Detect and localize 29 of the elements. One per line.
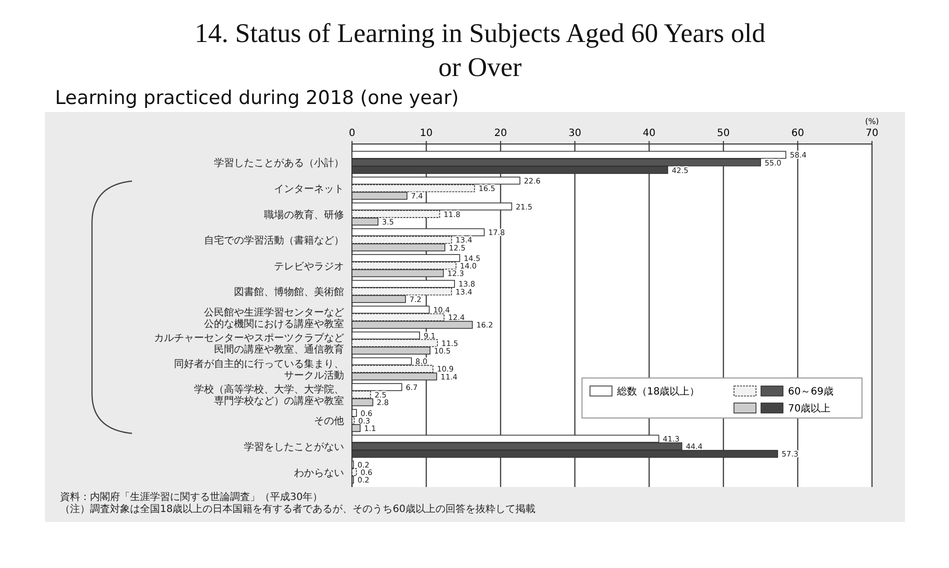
y-tick-label: わからない: [294, 468, 344, 479]
y-tick-label: 学校（高等学校、大学、大学院、専門学校など）の講座や教室: [194, 384, 344, 408]
y-tick-label: その他: [314, 415, 344, 428]
x-tick-label: 50: [717, 128, 730, 139]
y-tick-label: 同好者が自主的に行っている集まり、サークル活動: [174, 358, 344, 382]
x-tick-label: 40: [642, 128, 656, 139]
x-tick-label: 20: [494, 128, 507, 139]
x-tick-label: 70: [866, 128, 878, 139]
y-tick-label: インターネット: [274, 184, 344, 195]
x-tick-label: 30: [568, 128, 582, 139]
x-tick-label: 10: [420, 128, 433, 139]
x-tick-label: 0: [348, 128, 356, 139]
legend-label: 総数（18歳以上）: [616, 386, 700, 398]
y-tick-label: 公民館や生涯学習センターなど公的な機関における講座や教室: [204, 306, 344, 330]
legend-label: 70歳以上: [788, 402, 831, 414]
chart-subtitle: Learning practiced during 2018 (one year): [55, 87, 459, 109]
y-tick-label: カルチャーセンターやスポーツクラブなど民間の講座や教室、通信教育: [154, 332, 344, 356]
y-tick-label: 自宅での学習活動（書籍など）: [204, 234, 344, 247]
x-axis-title: (%): [865, 117, 879, 126]
y-tick-label: 職場の教育、研修: [264, 208, 344, 221]
y-tick-label: テレビやラジオ: [274, 261, 344, 272]
y-tick-label: 学習したことがある（小計）: [214, 157, 344, 170]
legend-label: 60～69歳: [788, 386, 834, 398]
text: 資料：内閣府「生涯学習に関する世論調査」（平成30年）: [60, 491, 323, 503]
y-tick-label: 図書館、博物館、美術館: [234, 286, 344, 298]
chart-title: 14. Status of Learning in Subjects Aged 60 Years old or Over: [194, 18, 766, 82]
text: （注）調査対象は全国18歳以上の日本国籍を有する者であるが、そのうち60歳以上の回答を抜粋して掲載: [60, 503, 536, 515]
y-tick-label: 学習をしたことがない: [244, 441, 344, 454]
x-tick-label: 60: [791, 128, 804, 139]
